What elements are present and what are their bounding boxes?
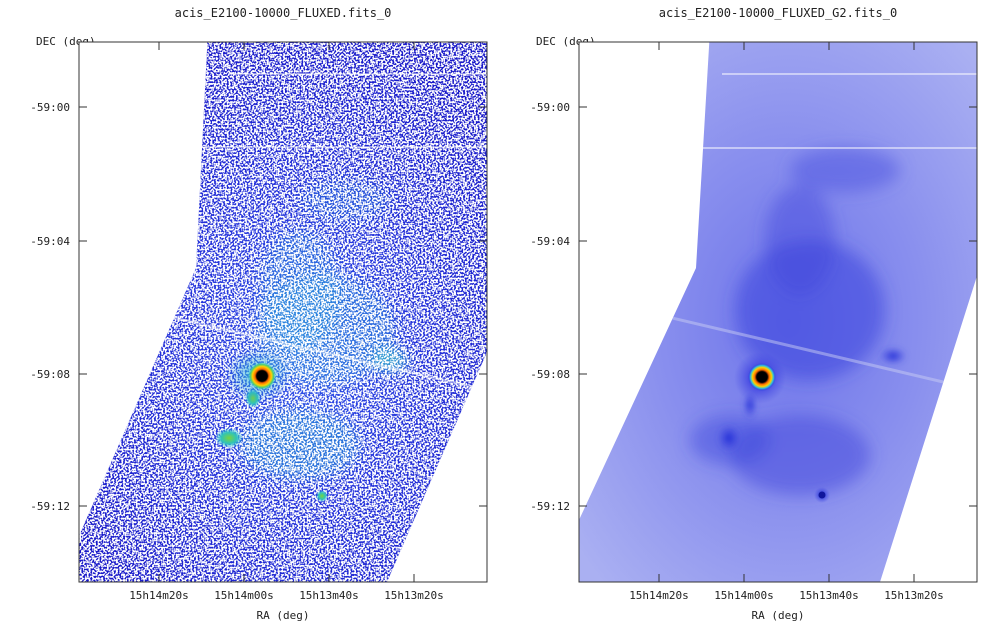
plot-frame — [78, 41, 488, 583]
point-source-secondary — [316, 490, 328, 502]
y-tick-label: -59:08 — [30, 368, 70, 381]
left-image-panel: acis_E2100-10000_FLUXED.fits_0 DEC (deg) — [30, 6, 488, 622]
y-tick-label: -59:08 — [530, 368, 570, 381]
chart-title: acis_E2100-10000_FLUXED_G2.fits_0 — [659, 6, 897, 20]
x-tick-label: 15h14m00s — [214, 589, 274, 602]
bright-knot — [879, 347, 907, 365]
ticks-right: 15h14m20s 15h14m00s 15h13m40s 15h13m20s -59:… — [530, 42, 977, 602]
right-image-panel: acis_E2100-10000_FLUXED_G2.fits_0 DEC (d… — [500, 0, 1000, 626]
x-axis-label: RA (deg) — [752, 609, 805, 622]
y-tick-label: -59:12 — [30, 500, 70, 513]
heatmap-image — [79, 42, 487, 582]
point-source-core — [818, 491, 826, 499]
right-chart-svg: acis_E2100-10000_FLUXED_G2.fits_0 DEC (d… — [530, 6, 978, 622]
diffuse-emission — [690, 148, 900, 495]
plot-frame — [578, 41, 978, 583]
x-tick-label: 15h13m20s — [884, 589, 944, 602]
x-tick-label: 15h13m40s — [299, 589, 359, 602]
y-tick-label: -59:04 — [530, 235, 570, 248]
x-tick-label: 15h14m00s — [714, 589, 774, 602]
x-tick-label: 15h13m20s — [384, 589, 444, 602]
y-tick-label: -59:04 — [30, 235, 70, 248]
x-tick-label: 15h14m20s — [129, 589, 189, 602]
x-axis-label: RA (deg) — [257, 609, 310, 622]
point-source — [248, 362, 276, 390]
chart-title: acis_E2100-10000_FLUXED.fits_0 — [175, 6, 392, 20]
jet-knot — [717, 424, 741, 452]
x-tick-label: 15h13m40s — [799, 589, 859, 602]
y-tick-label: -59:00 — [30, 101, 70, 114]
y-tick-label: -59:12 — [530, 500, 570, 513]
x-tick-label: 15h14m20s — [629, 589, 689, 602]
jet-knot — [215, 428, 243, 448]
point-source — [748, 363, 776, 391]
ticks-left: 15h14m20s 15h14m00s 15h13m40s 15h13m20s -59:… — [30, 42, 487, 602]
left-chart-svg: acis_E2100-10000_FLUXED.fits_0 DEC (deg) — [30, 6, 488, 622]
y-tick-label: -59:00 — [530, 101, 570, 114]
heatmap-image — [579, 42, 977, 582]
